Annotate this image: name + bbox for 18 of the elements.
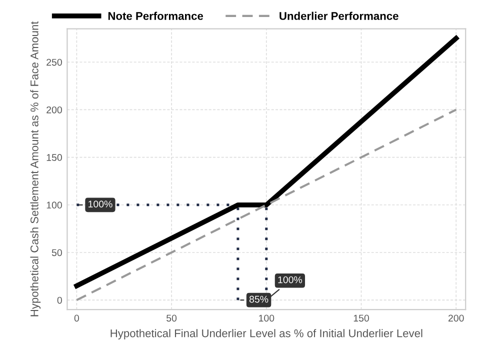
y-tick-label: 200 [46,106,62,114]
x-axis-title: Hypothetical Final Underlier Level as % of Initial Underlier Level [110,329,422,340]
y-tick-label: 0 [57,296,62,304]
annotation: 100% [88,200,112,208]
annotation: 85% [249,296,268,303]
legend-label: Underlier Performance [280,12,398,20]
x-tick-label: 150 [354,314,369,322]
x-tick-label: 50 [166,314,177,322]
y-tick-label: 150 [46,154,62,161]
y-tick-label: 250 [46,58,62,66]
legend-label: Note Performance [108,12,204,20]
x-tick-label: 200 [448,314,464,322]
x-tick-label: 100 [259,314,274,322]
annotation: 100% [278,276,302,284]
y-tick-label: 50 [52,249,62,256]
y-tick-label: 100 [46,202,62,209]
x-tick-label: 0 [74,314,80,322]
y-axis-title: Hypothetical Cash Settlement Amount as % of Face Amount [30,21,41,316]
